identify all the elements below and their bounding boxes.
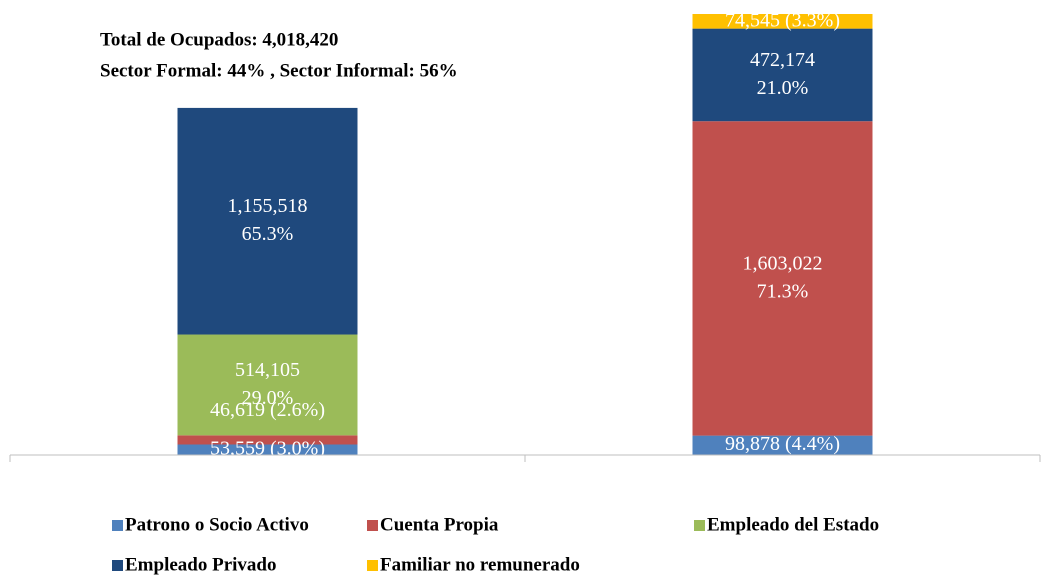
data-label: 74,545 (3.3%): [725, 10, 840, 32]
bar-segment: [177, 107, 358, 335]
legend-swatch: [112, 520, 123, 531]
data-label: 514,105 29.0%: [235, 359, 300, 409]
bar-segment: [177, 334, 358, 436]
legend-swatch: [367, 520, 378, 531]
data-label: 53,559 (3.0%): [210, 437, 325, 459]
bar-segment: [692, 28, 873, 122]
data-label: 98,878 (4.4%): [725, 433, 840, 455]
bar-segment: [692, 14, 873, 29]
bar-segment: [692, 435, 873, 455]
chart-title: Total de Ocupados: 4,018,420: [100, 29, 338, 50]
legend-swatch: [694, 520, 705, 531]
legend-label: Empleado del Estado: [707, 514, 879, 535]
legend-label: Empleado Privado: [125, 554, 276, 575]
bar-segment: [692, 121, 873, 436]
legend-label: Cuenta Propia: [380, 514, 499, 535]
data-label: 472,174 21.0%: [750, 49, 815, 99]
bar-segment: [177, 444, 358, 455]
legend-swatch: [367, 560, 378, 571]
legend-swatch: [112, 560, 123, 571]
data-label: 46,619 (2.6%): [210, 399, 325, 421]
data-label: 1,155,518 65.3%: [228, 195, 308, 245]
legend-label: Patrono o Socio Activo: [125, 514, 309, 535]
bar-segment: [177, 435, 358, 445]
chart-subtitle: Sector Formal: 44% , Sector Informal: 56…: [100, 60, 458, 81]
legend-label: Familiar no remunerado: [380, 554, 580, 575]
data-label: 1,603,022 71.3%: [743, 252, 823, 302]
